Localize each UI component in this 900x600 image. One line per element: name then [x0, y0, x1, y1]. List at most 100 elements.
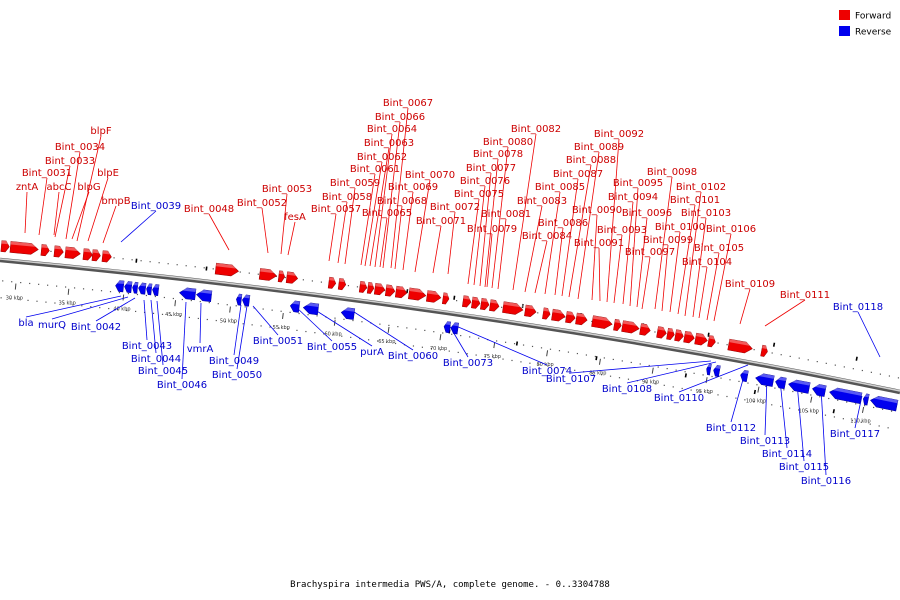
reverse-gene-label[interactable]: murQ: [38, 320, 66, 331]
forward-gene[interactable]: [480, 297, 490, 311]
forward-gene[interactable]: [337, 278, 347, 291]
reverse-gene-label[interactable]: bla: [18, 318, 33, 329]
forward-gene-label[interactable]: blpG: [77, 182, 100, 193]
reverse-gene[interactable]: [443, 321, 452, 334]
forward-gene-label[interactable]: Bint_0082: [511, 124, 561, 135]
forward-gene-label[interactable]: Bint_0102: [676, 182, 726, 193]
reverse-gene[interactable]: [242, 294, 251, 307]
forward-gene[interactable]: [53, 245, 64, 258]
forward-gene[interactable]: [258, 268, 278, 281]
forward-gene[interactable]: [524, 304, 537, 318]
forward-gene-label[interactable]: Bint_0097: [625, 247, 675, 258]
forward-gene-label[interactable]: Bint_0078: [473, 149, 523, 160]
forward-gene-label[interactable]: Bint_0086: [538, 218, 588, 229]
forward-gene[interactable]: [101, 250, 113, 263]
reverse-gene[interactable]: [138, 282, 147, 295]
forward-gene-label[interactable]: Bint_0111: [780, 290, 830, 301]
reverse-gene-label[interactable]: Bint_0074: [522, 366, 572, 377]
forward-gene-label[interactable]: Bint_0063: [364, 138, 414, 149]
reverse-gene[interactable]: [706, 363, 712, 376]
forward-gene-label[interactable]: Bint_0077: [466, 163, 516, 174]
forward-gene-label[interactable]: Bint_0052: [237, 198, 287, 209]
forward-gene[interactable]: [656, 326, 668, 339]
reverse-gene[interactable]: [132, 281, 139, 294]
forward-gene[interactable]: [40, 244, 50, 257]
forward-gene[interactable]: [542, 307, 551, 320]
forward-gene[interactable]: [639, 323, 652, 337]
forward-gene-label[interactable]: Bint_0048: [184, 204, 234, 215]
reverse-gene-label[interactable]: Bint_0118: [833, 302, 883, 313]
forward-gene-label[interactable]: Bint_0085: [535, 182, 585, 193]
forward-gene-label[interactable]: Bint_0104: [682, 257, 732, 268]
forward-gene-label[interactable]: Bint_0065: [362, 208, 412, 219]
forward-gene-label[interactable]: Bint_0067: [383, 98, 433, 109]
forward-gene-label[interactable]: Bint_0091: [574, 238, 624, 249]
forward-gene-label[interactable]: Bint_0070: [405, 170, 455, 181]
reverse-gene-label[interactable]: Bint_0039: [131, 201, 181, 212]
forward-gene-label[interactable]: Bint_0076: [460, 176, 510, 187]
forward-gene-label[interactable]: Bint_0064: [367, 124, 417, 135]
reverse-gene-label[interactable]: Bint_0115: [779, 462, 829, 473]
reverse-gene[interactable]: [115, 280, 125, 293]
forward-gene[interactable]: [694, 332, 709, 346]
reverse-gene[interactable]: [774, 376, 787, 390]
forward-gene-label[interactable]: Bint_0087: [553, 169, 603, 180]
forward-gene-label[interactable]: blpF: [90, 126, 111, 137]
reverse-gene[interactable]: [302, 302, 320, 316]
reverse-gene-label[interactable]: Bint_0110: [654, 393, 704, 404]
forward-gene[interactable]: [707, 335, 717, 348]
reverse-gene-label[interactable]: Bint_0073: [443, 358, 493, 369]
reverse-gene[interactable]: [152, 284, 160, 297]
forward-gene-label[interactable]: Bint_0095: [613, 178, 663, 189]
forward-gene[interactable]: [441, 292, 450, 305]
reverse-gene[interactable]: [740, 369, 749, 383]
forward-gene-label[interactable]: Bint_0109: [725, 279, 775, 290]
reverse-gene-label[interactable]: Bint_0107: [546, 374, 596, 385]
reverse-gene-label[interactable]: Bint_0117: [830, 429, 880, 440]
reverse-gene[interactable]: [755, 372, 775, 387]
forward-gene-label[interactable]: Bint_0053: [262, 184, 312, 195]
forward-gene[interactable]: [666, 327, 676, 340]
forward-gene-label[interactable]: abcC: [47, 182, 72, 193]
forward-gene-label[interactable]: Bint_0031: [22, 168, 72, 179]
forward-gene-label[interactable]: Bint_0033: [45, 156, 95, 167]
forward-gene[interactable]: [575, 312, 589, 326]
forward-gene-label[interactable]: Bint_0034: [55, 142, 105, 153]
forward-gene[interactable]: [366, 281, 375, 294]
forward-gene-label[interactable]: Bint_0088: [566, 155, 616, 166]
forward-gene-label[interactable]: Bint_0075: [454, 189, 504, 200]
forward-gene[interactable]: [591, 315, 614, 330]
reverse-gene[interactable]: [828, 386, 863, 404]
forward-gene-label[interactable]: Bint_0062: [357, 152, 407, 163]
forward-gene-label[interactable]: Bint_0057: [311, 204, 361, 215]
forward-gene[interactable]: [565, 311, 577, 324]
forward-gene-label[interactable]: Bint_0066: [375, 112, 425, 123]
forward-gene-label[interactable]: blpE: [97, 168, 119, 179]
forward-gene-label[interactable]: Bint_0105: [694, 243, 744, 254]
reverse-gene[interactable]: [450, 322, 460, 335]
reverse-gene[interactable]: [869, 394, 899, 412]
forward-gene-label[interactable]: Bint_0081: [481, 209, 531, 220]
forward-gene[interactable]: [277, 270, 286, 283]
forward-gene[interactable]: [621, 320, 641, 335]
reverse-gene-label[interactable]: Bint_0051: [253, 336, 303, 347]
forward-gene-label[interactable]: Bint_0071: [416, 216, 466, 227]
forward-gene[interactable]: [91, 249, 101, 262]
forward-gene-label[interactable]: Bint_0090: [572, 205, 622, 216]
forward-gene[interactable]: [683, 330, 696, 344]
forward-gene[interactable]: [613, 318, 623, 331]
reverse-gene-label[interactable]: Bint_0045: [138, 366, 188, 377]
forward-gene-label[interactable]: Bint_0072: [430, 202, 480, 213]
forward-gene-label[interactable]: Bint_0099: [643, 235, 693, 246]
reverse-gene[interactable]: [340, 306, 356, 320]
forward-gene-label[interactable]: Bint_0058: [322, 192, 372, 203]
reverse-gene[interactable]: [146, 283, 153, 296]
reverse-gene[interactable]: [713, 364, 721, 377]
reverse-gene-label[interactable]: Bint_0043: [122, 341, 172, 352]
forward-gene[interactable]: [214, 262, 240, 277]
forward-gene[interactable]: [384, 284, 396, 297]
reverse-gene[interactable]: [289, 300, 301, 313]
forward-gene-label[interactable]: Bint_0096: [622, 208, 672, 219]
forward-gene-label[interactable]: Bint_0083: [517, 196, 567, 207]
reverse-gene[interactable]: [811, 383, 827, 397]
